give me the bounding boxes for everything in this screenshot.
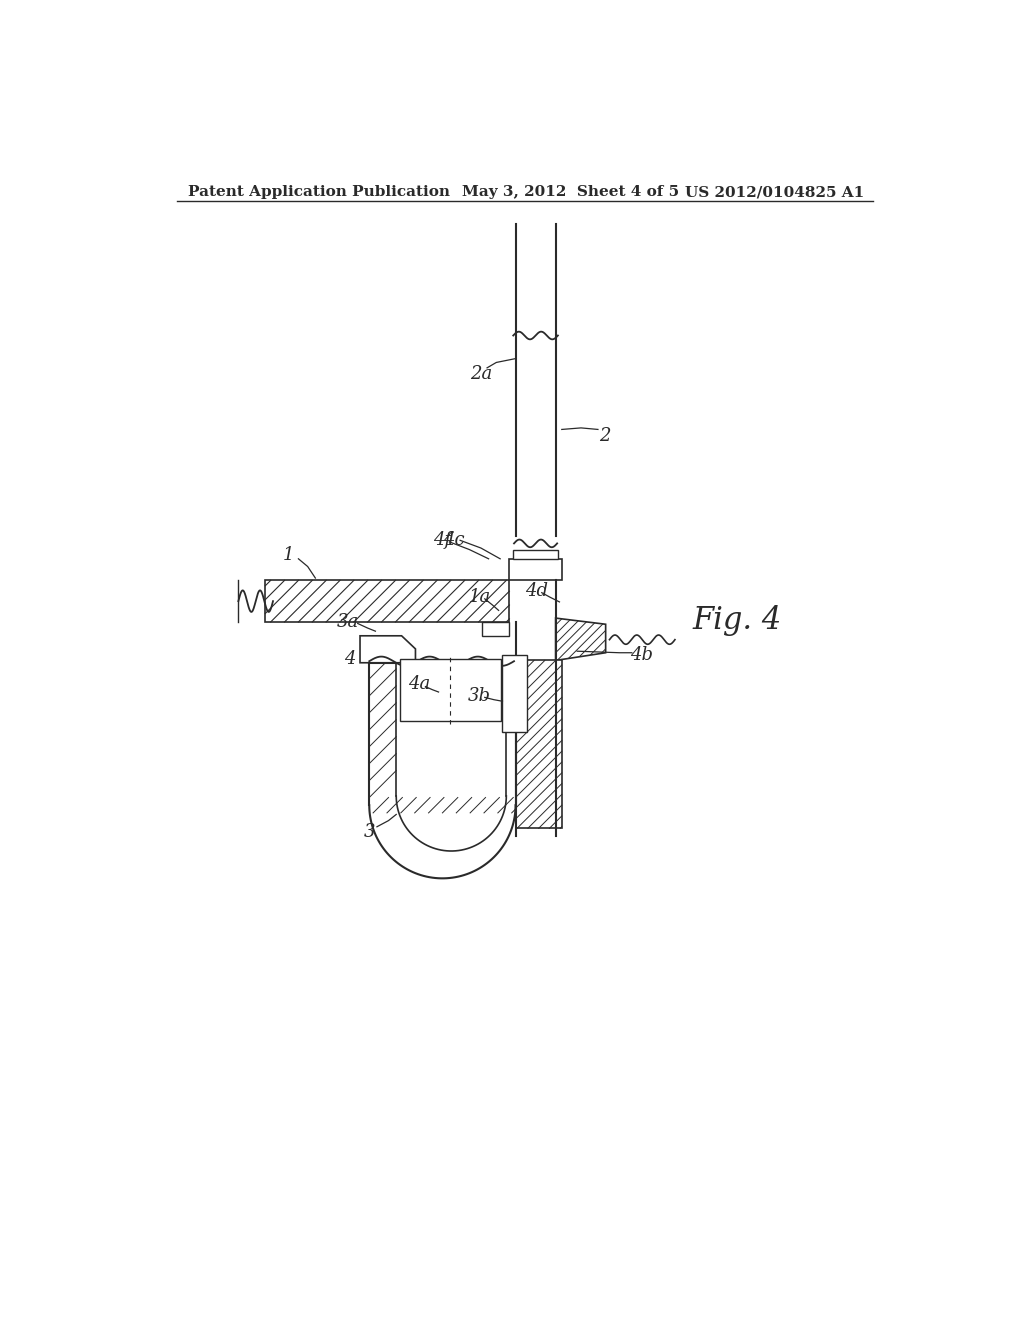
Bar xyxy=(482,622,509,636)
Polygon shape xyxy=(556,618,605,660)
Text: 4b: 4b xyxy=(631,645,653,664)
Text: 2a: 2a xyxy=(471,366,493,383)
Bar xyxy=(509,558,562,581)
Text: US 2012/0104825 A1: US 2012/0104825 A1 xyxy=(685,185,864,199)
Text: 3b: 3b xyxy=(468,686,490,705)
Text: 4: 4 xyxy=(344,649,355,668)
Text: 4a: 4a xyxy=(409,675,430,693)
Text: Patent Application Publication: Patent Application Publication xyxy=(188,185,451,199)
Text: May 3, 2012  Sheet 4 of 5: May 3, 2012 Sheet 4 of 5 xyxy=(462,185,679,199)
Text: 4d: 4d xyxy=(525,582,548,601)
Text: 3a: 3a xyxy=(337,612,358,631)
Text: 1: 1 xyxy=(283,546,294,564)
Bar xyxy=(513,549,558,558)
Bar xyxy=(503,655,527,733)
Polygon shape xyxy=(360,636,416,663)
Bar xyxy=(515,660,562,829)
Text: 4c: 4c xyxy=(443,531,465,549)
Text: 3: 3 xyxy=(364,824,375,841)
Text: 1a: 1a xyxy=(468,589,490,606)
Text: 4f: 4f xyxy=(433,531,452,549)
Bar xyxy=(265,581,509,622)
Text: Fig. 4: Fig. 4 xyxy=(692,605,782,636)
Bar xyxy=(400,659,501,721)
Text: 2: 2 xyxy=(599,426,610,445)
